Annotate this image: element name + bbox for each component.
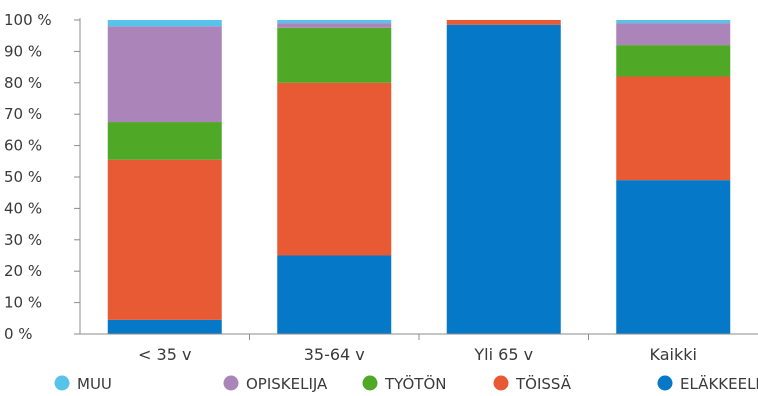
legend-marker-muu xyxy=(54,375,70,391)
bar-segment-opiskelija-35-64-v xyxy=(277,23,392,28)
bar-segment-toissa-kaikki xyxy=(616,76,731,181)
bar-segment-elakkeella-35-64-v xyxy=(277,255,392,334)
legend-label-tyoton: TYÖTÖN xyxy=(384,374,447,393)
legend-label-muu: MUU xyxy=(77,375,112,393)
legend-label-elakkeella: ELÄKKEELLÄ xyxy=(680,374,758,393)
y-tick-label: 70 % xyxy=(4,105,42,123)
bar-segment-opiskelija-kaikki xyxy=(616,23,731,46)
bar-segment-muu-35-64-v xyxy=(277,20,392,24)
bar-segment-toissa-35-v xyxy=(107,159,222,320)
y-tick-label: 20 % xyxy=(4,262,42,280)
bar-segment-elakkeella-yli-65-v xyxy=(446,24,561,335)
y-tick-label: 10 % xyxy=(4,294,42,312)
y-tick-label: 50 % xyxy=(4,168,42,186)
legend-label-opiskelija: OPISKELIJA xyxy=(246,375,328,393)
x-tick-label-kaikki: Kaikki xyxy=(650,345,697,364)
y-tick-label: 0 % xyxy=(4,325,33,343)
bar-segment-toissa-yli-65-v xyxy=(446,20,561,25)
bar-segment-tyoton-35-v xyxy=(107,122,222,160)
legend-marker-tyoton xyxy=(362,375,378,391)
bar-segment-tyoton-35-64-v xyxy=(277,27,392,83)
x-tick-label-yli-65-v: Yli 65 v xyxy=(473,345,533,364)
axes xyxy=(79,18,758,340)
y-tick-label: 80 % xyxy=(4,74,42,92)
legend-marker-toissa xyxy=(493,375,509,391)
y-tick-label: 30 % xyxy=(4,231,42,249)
bars xyxy=(107,20,731,335)
bar-segment-muu-35-v xyxy=(107,20,222,27)
x-axis-ticks: < 35 v 35-64 v Yli 65 v Kaikki xyxy=(138,345,697,364)
bar-segment-toissa-35-64-v xyxy=(277,82,392,256)
bar-segment-tyoton-kaikki xyxy=(616,45,731,77)
legend: MUU OPISKELIJA TYÖTÖN TÖISSÄ ELÄKKEELLÄ xyxy=(54,374,758,393)
y-tick-label: 60 % xyxy=(4,137,42,155)
y-tick-label: 100 % xyxy=(4,11,52,29)
y-tick-label: 90 % xyxy=(4,42,42,60)
bar-segment-muu-kaikki xyxy=(616,20,731,24)
legend-label-toissa: TÖISSÄ xyxy=(515,374,572,393)
bar-segment-elakkeella-35-v xyxy=(107,319,222,334)
bar-segment-elakkeella-kaikki xyxy=(616,180,731,334)
y-axis-ticks: 0 % 10 % 20 % 30 % 40 % 50 % 60 % 70 % 80 % 90 % 1… xyxy=(4,11,80,343)
legend-marker-elakkeella xyxy=(657,375,673,391)
x-tick-label-35-v: < 35 v xyxy=(138,345,191,364)
y-tick-label: 40 % xyxy=(4,199,42,217)
bar-segment-opiskelija-35-v xyxy=(107,26,222,123)
x-tick-label-35-64-v: 35-64 v xyxy=(304,345,365,364)
legend-marker-opiskelija xyxy=(223,375,239,391)
